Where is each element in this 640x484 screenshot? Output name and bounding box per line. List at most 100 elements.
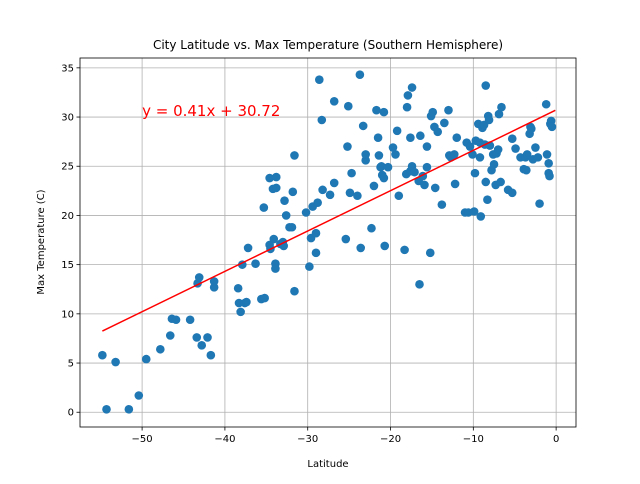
data-point	[388, 143, 398, 152]
data-point	[542, 150, 552, 159]
data-point	[206, 350, 216, 360]
data-point	[317, 115, 327, 125]
data-point	[511, 144, 520, 153]
data-point	[483, 195, 492, 204]
x-axis-label: Latitude	[307, 459, 348, 470]
data-point	[98, 350, 107, 360]
data-point	[547, 122, 557, 132]
data-point	[526, 124, 536, 134]
data-point	[311, 228, 321, 238]
x-tick-label: −40	[214, 434, 235, 445]
y-tick-label: 5	[68, 359, 74, 370]
data-point	[165, 331, 175, 340]
data-point	[156, 344, 165, 354]
data-point	[531, 143, 540, 152]
regression-line	[102, 109, 556, 332]
x-tick-label: −30	[297, 434, 318, 445]
data-point	[197, 341, 207, 350]
data-point	[450, 179, 460, 189]
data-point	[311, 248, 321, 258]
data-point	[271, 264, 280, 273]
data-point	[428, 107, 438, 117]
data-point	[185, 315, 195, 325]
data-point	[496, 177, 505, 187]
data-point	[407, 83, 417, 92]
data-point	[281, 211, 291, 220]
y-tick-label: 35	[61, 63, 74, 74]
data-point	[481, 81, 491, 90]
data-point	[355, 70, 365, 80]
data-point	[102, 404, 111, 414]
data-point	[209, 282, 219, 292]
y-tick-label: 10	[61, 309, 74, 320]
data-point	[422, 142, 432, 151]
grid-lines	[80, 58, 576, 427]
x-tick-label: −50	[132, 434, 153, 445]
data-point	[111, 357, 120, 367]
x-axis-ticks: −50 −40 −30 −20 −10 0	[132, 427, 559, 445]
data-point	[470, 168, 480, 178]
data-point	[242, 297, 251, 307]
data-point	[425, 248, 435, 258]
data-point	[373, 133, 383, 143]
data-point	[440, 118, 449, 128]
data-point	[325, 190, 335, 200]
data-point	[318, 185, 327, 195]
data-point	[369, 181, 379, 191]
data-point	[367, 223, 376, 233]
data-point	[391, 150, 400, 159]
data-point	[507, 134, 517, 143]
data-point	[545, 171, 554, 181]
data-point	[260, 293, 269, 303]
data-point	[535, 199, 544, 208]
data-point	[287, 222, 297, 232]
data-point	[533, 153, 543, 162]
data-point	[315, 75, 324, 84]
data-point	[400, 245, 409, 255]
data-point	[313, 198, 322, 207]
data-point	[290, 286, 299, 296]
y-axis-label: Max Temperature (C)	[36, 189, 47, 294]
data-point	[406, 133, 415, 143]
data-point	[194, 273, 204, 282]
data-point	[345, 188, 355, 198]
data-point	[544, 158, 553, 168]
data-point	[251, 259, 260, 268]
data-point	[380, 241, 390, 251]
y-tick-label: 0	[68, 408, 74, 419]
data-point	[452, 133, 462, 143]
data-point	[271, 172, 281, 182]
data-point	[209, 277, 219, 286]
data-point	[280, 196, 289, 205]
data-point	[377, 161, 386, 171]
data-point	[243, 243, 253, 253]
data-point	[383, 162, 393, 172]
data-point	[269, 234, 279, 244]
y-tick-label: 30	[61, 113, 74, 124]
data-point	[522, 165, 531, 175]
data-point	[507, 188, 517, 198]
data-point	[493, 145, 503, 154]
data-point	[522, 150, 532, 159]
data-point	[489, 159, 499, 169]
y-tick-label: 20	[61, 211, 74, 222]
data-point	[305, 262, 314, 271]
data-point	[494, 109, 504, 119]
data-point	[476, 212, 486, 221]
regression-equation: y = 0.41x + 30.72	[142, 102, 280, 120]
x-tick-label: 0	[553, 434, 559, 445]
data-point	[392, 126, 402, 136]
data-point	[430, 183, 440, 193]
y-axis-ticks: 0 5 10 15 20 25 30 35	[61, 63, 80, 419]
data-point	[347, 168, 356, 178]
data-point	[541, 99, 551, 109]
data-point	[416, 131, 425, 141]
data-point	[358, 121, 368, 131]
data-point	[290, 151, 299, 160]
data-point	[372, 105, 381, 115]
data-point	[203, 333, 212, 342]
data-point	[361, 150, 370, 159]
data-point	[288, 187, 298, 197]
chart-title: City Latitude vs. Max Temperature (South…	[153, 38, 503, 52]
